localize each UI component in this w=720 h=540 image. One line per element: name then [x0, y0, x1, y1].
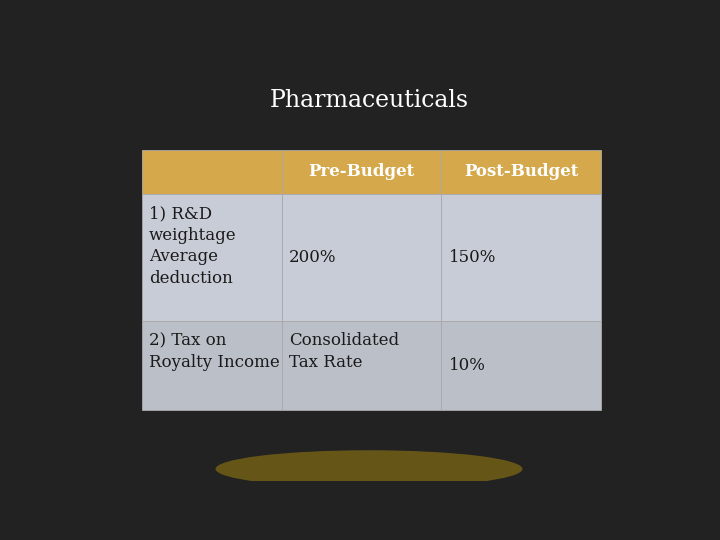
Bar [441, 150, 600, 194]
Text: 150%: 150% [449, 248, 496, 266]
Bar [441, 321, 600, 410]
Text: Pharmaceuticals: Pharmaceuticals [269, 89, 469, 112]
Bar [282, 150, 441, 194]
Ellipse shape [215, 450, 523, 488]
Text: 200%: 200% [289, 248, 336, 266]
Text: 10%: 10% [449, 357, 485, 374]
Text: 2) Tax on
Royalty Income: 2) Tax on Royalty Income [149, 332, 280, 370]
Bar [142, 194, 282, 321]
Bar [142, 321, 282, 410]
Text: 1) R&D
weightage
Average
deduction: 1) R&D weightage Average deduction [149, 205, 237, 287]
Text: Pre-Budget: Pre-Budget [308, 164, 415, 180]
Text: Post-Budget: Post-Budget [464, 164, 578, 180]
Bar [441, 194, 600, 321]
Bar [282, 194, 441, 321]
Text: Consolidated
Tax Rate: Consolidated Tax Rate [289, 332, 399, 370]
Bar [282, 321, 441, 410]
Bar [142, 150, 282, 194]
